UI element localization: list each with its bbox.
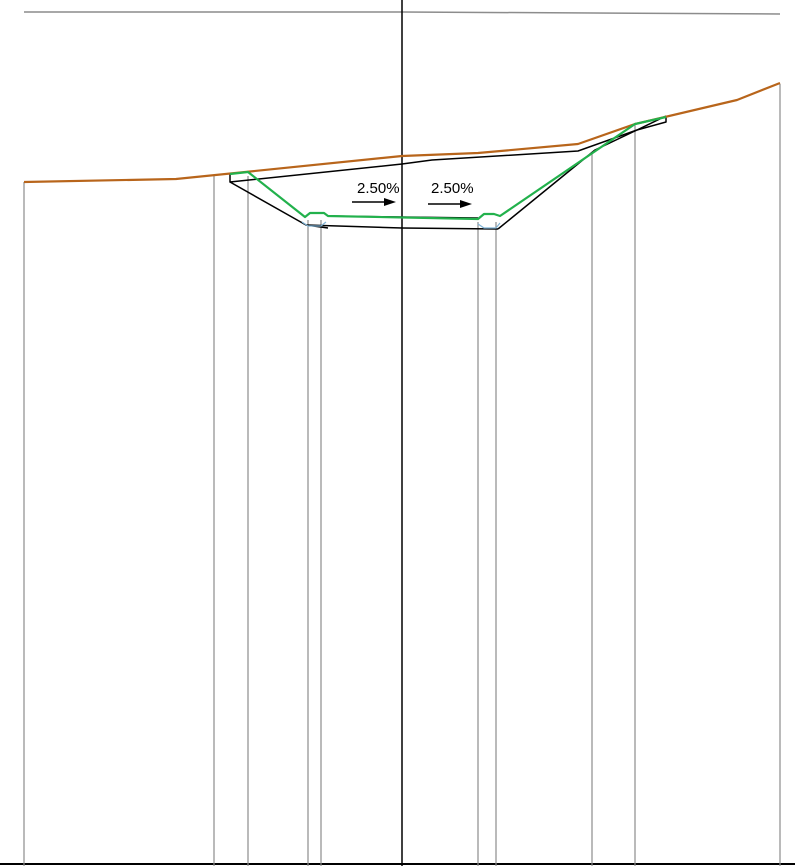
- existing-ground-line: [23, 81, 781, 184]
- right-curb-accent: [477, 222, 501, 229]
- offset-lines: [23, 84, 781, 866]
- left-arrow-head-icon: [384, 198, 396, 206]
- design-top-surface: [229, 115, 667, 183]
- left-slope-label: 2.50%: [357, 180, 400, 197]
- design-left-slope: [229, 181, 329, 229]
- right-arrow-head-icon: [460, 200, 472, 208]
- right-slope-arrow: [428, 200, 472, 208]
- curb-accents: [301, 221, 501, 229]
- right-slope-label: 2.50%: [431, 180, 474, 197]
- design-bottom: [305, 224, 499, 230]
- left-slope-arrow: [352, 198, 396, 206]
- design-outline: [229, 115, 667, 230]
- left-curb-accent: [301, 221, 327, 227]
- finished-grade-line: [229, 115, 667, 221]
